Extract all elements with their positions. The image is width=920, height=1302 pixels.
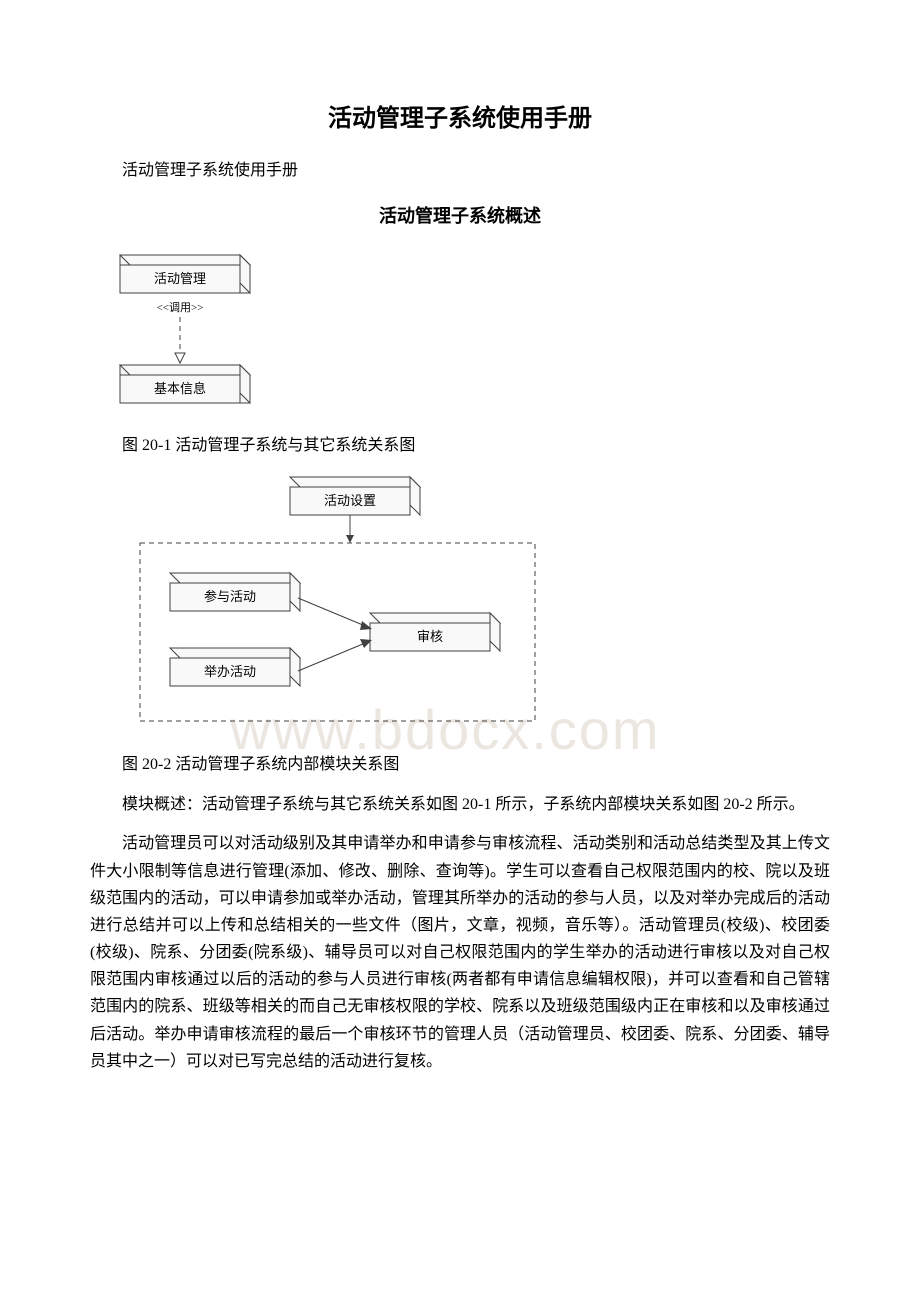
box-hold-activity: 举办活动 <box>170 648 300 686</box>
arrowhead-icon <box>175 353 185 363</box>
figure-20-2-caption: 图 20-2 活动管理子系统内部模块关系图 <box>90 752 830 778</box>
figure-20-1: 活动管理 <<调用>> 基本信息 <box>90 245 830 424</box>
figure-20-2: 活动设置 参与活动 <box>120 473 830 742</box>
box-join-label: 参与活动 <box>204 589 256 604</box>
box-top-label: 活动管理 <box>154 271 206 286</box>
box-settings-label: 活动设置 <box>324 493 376 508</box>
paragraph-overview: 模块概述：活动管理子系统与其它系统关系如图 20-1 所示，子系统内部模块关系如… <box>90 791 830 818</box>
call-label: <<调用>> <box>157 301 204 314</box>
section-heading: 活动管理子系统概述 <box>90 202 830 231</box>
box-bottom-label: 基本信息 <box>154 381 206 396</box>
box-hold-label: 举办活动 <box>204 664 256 679</box>
figure-20-1-caption: 图 20-1 活动管理子系统与其它系统关系图 <box>90 433 830 459</box>
box-audit-label: 审核 <box>417 629 443 644</box>
arrow-join-audit <box>298 598 370 628</box>
arrow-hold-audit <box>298 641 370 671</box>
sub-heading-line: 活动管理子系统使用手册 <box>90 158 830 184</box>
box-join-activity: 参与活动 <box>170 573 300 611</box>
box-audit: 审核 <box>370 613 500 651</box>
box-activity-management: 活动管理 <box>120 255 250 293</box>
arrowhead-icon <box>346 535 354 543</box>
box-basic-info: 基本信息 <box>120 365 250 403</box>
page-title: 活动管理子系统使用手册 <box>90 100 830 138</box>
box-activity-settings: 活动设置 <box>290 477 420 515</box>
paragraph-detail: 活动管理员可以对活动级别及其申请举办和申请参与审核流程、活动类别和活动总结类型及… <box>90 830 830 1075</box>
